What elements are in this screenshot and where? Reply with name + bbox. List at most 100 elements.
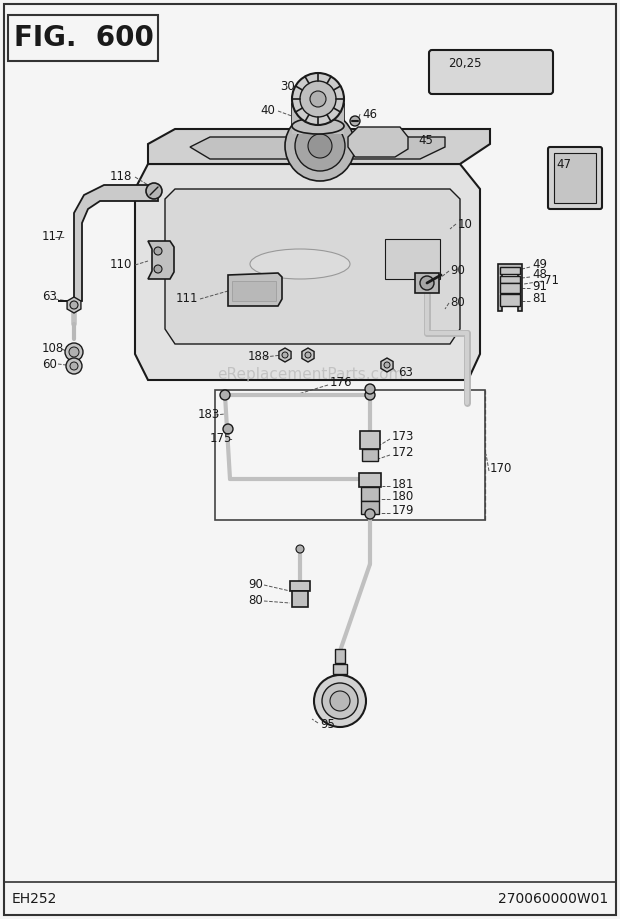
Circle shape [330, 691, 350, 711]
Circle shape [365, 384, 375, 394]
Polygon shape [190, 137, 445, 159]
Text: 183: 183 [198, 409, 220, 422]
Circle shape [223, 424, 233, 434]
Polygon shape [135, 164, 480, 380]
Bar [554, 153, 596, 203]
FancyBboxPatch shape [429, 50, 553, 94]
Text: FIG.  600: FIG. 600 [14, 24, 154, 52]
Ellipse shape [292, 96, 344, 112]
Bar [335, 649, 345, 663]
Circle shape [322, 683, 358, 719]
Polygon shape [228, 273, 282, 306]
Circle shape [154, 265, 162, 273]
Bar [362, 449, 378, 461]
Text: 45: 45 [418, 134, 433, 148]
Circle shape [146, 183, 162, 199]
Bar [232, 281, 276, 301]
Circle shape [285, 111, 355, 181]
Bar [290, 581, 310, 591]
Circle shape [310, 91, 326, 107]
Bar [361, 487, 379, 501]
Bar [292, 591, 308, 607]
Text: 110: 110 [110, 258, 132, 271]
Bar [360, 431, 380, 449]
Bar [500, 276, 520, 283]
Circle shape [292, 73, 344, 125]
Circle shape [350, 116, 360, 126]
Text: 111: 111 [175, 292, 198, 305]
Text: 179: 179 [392, 505, 415, 517]
Text: 175: 175 [210, 433, 232, 446]
Text: 71: 71 [544, 275, 559, 288]
Text: 49: 49 [532, 258, 547, 271]
Circle shape [308, 134, 332, 158]
Text: 63: 63 [42, 290, 57, 303]
Bar [500, 283, 520, 293]
Text: 47: 47 [556, 157, 571, 171]
Text: 20,25: 20,25 [448, 58, 482, 71]
Text: 118: 118 [110, 171, 132, 184]
Circle shape [384, 362, 390, 368]
Bar [8, 15, 158, 61]
Text: 40: 40 [260, 105, 275, 118]
Bar [385, 239, 440, 279]
Circle shape [69, 347, 79, 357]
Text: 173: 173 [392, 430, 414, 444]
Text: 188: 188 [248, 350, 270, 364]
Bar [359, 473, 381, 487]
Text: 117: 117 [42, 231, 64, 244]
Text: 81: 81 [532, 292, 547, 305]
Text: 170: 170 [490, 462, 512, 475]
Text: 90: 90 [450, 265, 465, 278]
Text: 90: 90 [248, 578, 263, 592]
Circle shape [282, 352, 288, 358]
Text: 91: 91 [532, 279, 547, 292]
Circle shape [154, 247, 162, 255]
Polygon shape [348, 127, 408, 157]
Text: 48: 48 [532, 268, 547, 281]
Text: 63: 63 [398, 367, 413, 380]
Text: EH252: EH252 [12, 892, 58, 906]
Circle shape [220, 390, 230, 400]
Text: eReplacementParts.com: eReplacementParts.com [217, 367, 403, 381]
Text: 270060000W01: 270060000W01 [498, 892, 608, 906]
Text: 30: 30 [280, 81, 295, 94]
Circle shape [314, 675, 366, 727]
Circle shape [365, 390, 375, 400]
Text: 180: 180 [392, 491, 414, 504]
Polygon shape [58, 185, 158, 301]
Polygon shape [148, 129, 490, 164]
Polygon shape [498, 264, 522, 311]
Text: 172: 172 [392, 447, 415, 460]
Ellipse shape [250, 249, 350, 279]
Bar [361, 501, 379, 514]
Text: 95: 95 [320, 718, 335, 731]
Text: 176: 176 [330, 377, 353, 390]
Polygon shape [148, 241, 174, 279]
Bar [500, 267, 520, 274]
Text: 108: 108 [42, 343, 64, 356]
Text: 46: 46 [362, 108, 377, 120]
Circle shape [300, 81, 336, 117]
Text: 80: 80 [450, 297, 465, 310]
FancyBboxPatch shape [548, 147, 602, 209]
Text: 181: 181 [392, 478, 414, 491]
Circle shape [420, 276, 434, 290]
Bar [215, 390, 485, 520]
Circle shape [70, 362, 78, 370]
Polygon shape [165, 189, 460, 344]
Bar [500, 294, 520, 306]
Circle shape [70, 301, 78, 309]
Text: 80: 80 [248, 595, 263, 607]
Circle shape [365, 509, 375, 519]
Circle shape [295, 121, 345, 171]
Bar [415, 273, 439, 293]
Text: 10: 10 [458, 218, 473, 231]
Circle shape [305, 352, 311, 358]
Circle shape [66, 358, 82, 374]
Circle shape [296, 545, 304, 553]
Circle shape [65, 343, 83, 361]
Bar [292, 104, 344, 134]
Ellipse shape [292, 118, 344, 134]
Text: 60: 60 [42, 357, 57, 370]
